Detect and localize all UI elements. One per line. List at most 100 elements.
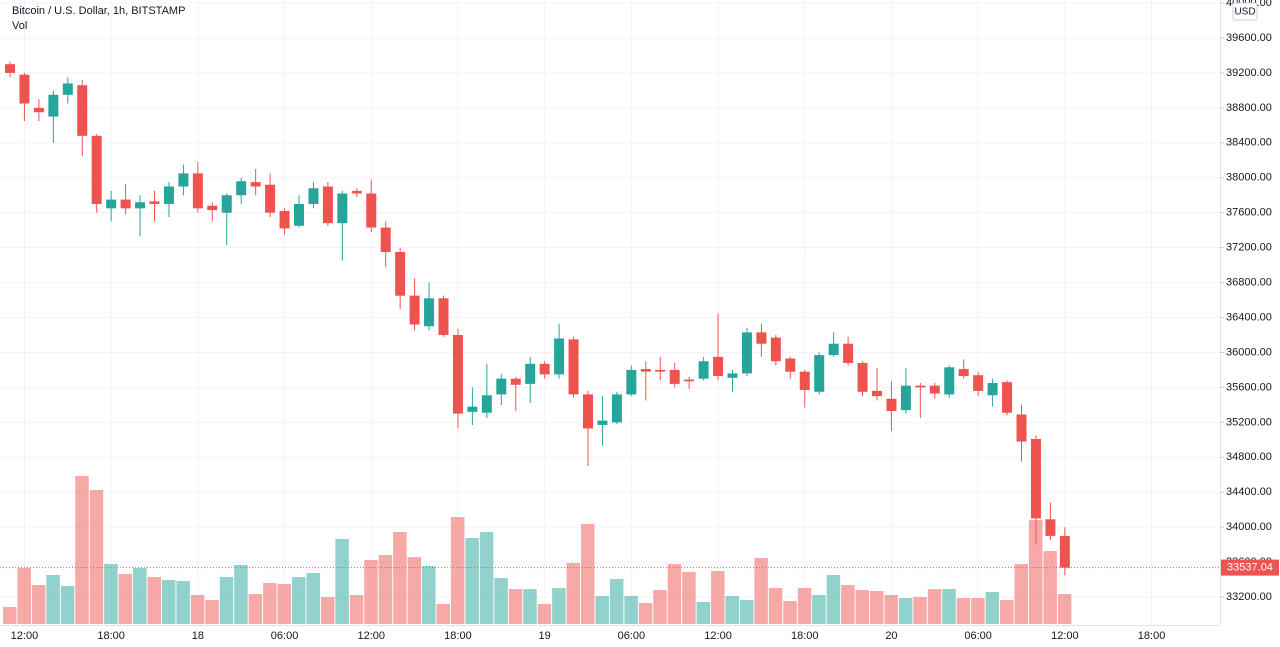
volume-bar — [523, 589, 537, 624]
candle-body — [467, 406, 478, 412]
candle-body — [929, 385, 940, 394]
volume-bar — [320, 597, 335, 624]
volume-bar — [3, 607, 17, 624]
candle-body — [366, 193, 377, 228]
candle-body — [481, 395, 492, 413]
candle-body — [279, 210, 290, 229]
candle-body — [149, 201, 160, 204]
candle-body — [207, 205, 218, 211]
y-tick-label: 39200.00 — [1226, 67, 1272, 79]
volume-bar — [898, 598, 913, 624]
volume-label: Vol — [12, 20, 27, 32]
candle-body — [1059, 535, 1070, 568]
candle-body — [944, 367, 955, 395]
volume-bar — [364, 560, 378, 624]
volume-bar — [1028, 520, 1043, 624]
candle-body — [322, 186, 333, 224]
candle-body — [91, 135, 102, 204]
x-tick-label: 18 — [192, 630, 204, 642]
candle-body — [163, 186, 174, 204]
volume-bar — [739, 600, 754, 624]
volume-bar — [292, 577, 306, 624]
volume-bar — [711, 571, 725, 624]
candle-body — [510, 378, 521, 385]
y-tick-label: 38800.00 — [1226, 102, 1272, 114]
candle-body — [611, 394, 622, 423]
candle-body — [337, 193, 348, 224]
candle-body — [135, 202, 146, 209]
candle-body — [452, 334, 463, 414]
volume-bar — [552, 588, 566, 624]
chart-title: Bitcoin / U.S. Dollar, 1h, BITSTAMP — [12, 5, 185, 17]
volume-bar — [725, 596, 739, 624]
candle-body — [698, 361, 709, 379]
volume-bar — [306, 573, 320, 624]
candle-body — [1016, 414, 1027, 442]
candle-body — [828, 343, 839, 356]
candle-body — [568, 339, 579, 395]
volume-bar — [118, 574, 133, 624]
candle-body — [409, 295, 420, 325]
x-tick-label: 18:00 — [97, 630, 125, 642]
candle-body — [308, 188, 319, 204]
candle-body — [380, 227, 391, 253]
candle-body — [1045, 519, 1056, 536]
last-price-label: 33537.04 — [1227, 562, 1273, 574]
candle-body — [669, 369, 680, 384]
volume-bar — [60, 586, 75, 624]
candle-body — [250, 182, 261, 187]
y-tick-label: 35600.00 — [1226, 381, 1272, 393]
volume-bar — [219, 577, 234, 624]
candle-body — [106, 199, 117, 209]
candle-body — [900, 385, 911, 411]
volume-bar — [234, 565, 248, 624]
candle-body — [221, 195, 232, 213]
volume-bar — [696, 602, 711, 624]
candle-body — [120, 199, 131, 209]
grid-layer — [0, 0, 1220, 625]
x-tick-label: 12:00 — [11, 630, 39, 642]
candle-body — [1002, 382, 1013, 413]
last-price-box — [1221, 559, 1279, 576]
volume-bar — [667, 564, 682, 624]
candle-body — [62, 83, 73, 95]
currency-label[interactable]: USD — [1234, 7, 1255, 18]
currency-box[interactable] — [1232, 2, 1258, 21]
volume-bar — [913, 597, 927, 624]
volume-bar — [841, 585, 855, 624]
candle-body — [713, 356, 724, 377]
volume-bar — [797, 588, 812, 624]
candle-body — [886, 398, 897, 411]
candle-body — [597, 420, 608, 425]
volume-bar — [263, 583, 277, 624]
x-tick-label: 06:00 — [618, 630, 646, 642]
candle-body — [178, 173, 189, 187]
y-tick-label: 37200.00 — [1226, 242, 1272, 254]
candle-body — [814, 355, 825, 392]
candle-layer — [5, 61, 1070, 576]
volume-bar — [1014, 564, 1028, 624]
candle-body — [626, 369, 637, 395]
volume-bar — [494, 578, 508, 624]
volume-bar — [508, 589, 523, 624]
candle-body — [424, 298, 435, 327]
candle-body — [236, 181, 247, 196]
candle-body — [770, 337, 781, 362]
volume-bar — [537, 604, 552, 624]
volume-bar — [479, 532, 494, 624]
volume-bar — [855, 590, 870, 624]
volume-bar — [378, 555, 393, 624]
y-tick-label: 37600.00 — [1226, 207, 1272, 219]
y-tick-label: 36000.00 — [1226, 346, 1272, 358]
candle-body — [1030, 438, 1041, 519]
x-tick-label: 19 — [539, 630, 551, 642]
volume-bar — [89, 490, 104, 624]
y-tick-label: 34000.00 — [1226, 521, 1272, 533]
volume-bar — [393, 532, 407, 624]
volume-bar — [1057, 594, 1072, 624]
y-tick-label: 33200.00 — [1226, 591, 1272, 603]
candle-body — [872, 390, 882, 397]
volume-bar — [884, 595, 898, 624]
